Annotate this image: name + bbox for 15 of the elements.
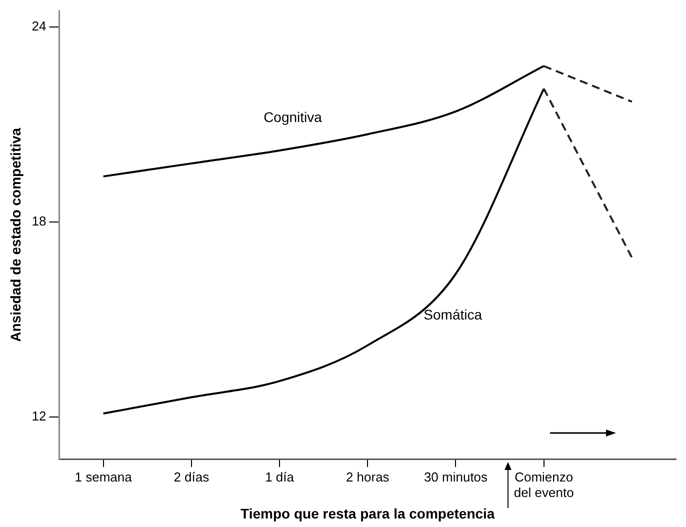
y-tick-label: 18 [32, 213, 46, 228]
x-tick-label: 2 días [174, 469, 210, 484]
y-axis-title: Ansiedad de estado competitiva [7, 128, 24, 342]
line-series [102, 65, 545, 178]
x-tick-label: 1 semana [74, 469, 133, 484]
line-series [102, 88, 545, 415]
y-tick-label: 12 [32, 408, 46, 424]
x-tick-label: 2 horas [346, 469, 390, 484]
x-tick-label: Comienzo del evento [514, 469, 574, 500]
x-tick-label: 1 día [265, 469, 295, 484]
y-tick-label: 24 [32, 18, 46, 34]
x-tick-label: 30 minutos [424, 469, 488, 484]
series-label: Cognitiva [264, 109, 322, 126]
x-axis-title: Tiempo que resta para la competencia [240, 505, 495, 522]
series-label: Somática [424, 306, 482, 322]
